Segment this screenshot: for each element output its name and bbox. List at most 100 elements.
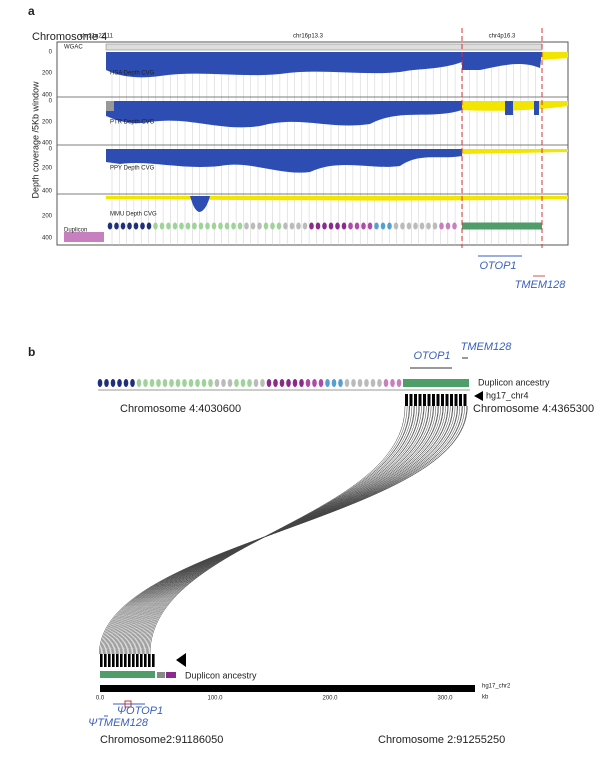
duplicon [289,222,295,230]
duplicon [403,379,469,387]
duplicon [156,379,161,387]
duplicon [198,222,204,230]
duplicon [172,222,178,230]
duplicon [396,379,402,387]
duplicon [286,379,291,387]
duplicon [374,222,379,230]
alignment-curve [99,405,468,655]
coverage [190,196,210,212]
alignment-block [100,654,103,667]
alignment-block [414,394,417,406]
coverage [462,52,542,70]
duplicon [283,222,288,230]
duplicon [276,222,282,230]
duplicon [270,222,275,230]
duplicon [211,222,217,230]
duplicon [146,222,152,230]
y-axis-label: Depth coverage /5Kb window [30,81,40,199]
duplicon [159,222,165,230]
duplicon [377,379,382,387]
duplicon [140,222,145,230]
alignment-block [423,394,426,406]
alignment-block [120,654,123,667]
tick-label: 400 [42,93,53,99]
duplicon [169,379,174,387]
alignment-block [454,394,458,406]
duplicon [127,222,132,230]
alignment-block [459,394,462,406]
duplicon [367,222,373,230]
duplicon [338,379,343,387]
duplicon [413,222,418,230]
gene-label: ΨOTOP1 [117,705,163,717]
duplicon [260,379,265,387]
band-label: chr16p13.3 [293,34,324,40]
duplicon [322,222,327,230]
alignment-block [108,654,111,667]
duplicon [149,379,155,387]
track-label: MMU Depth CVG [110,212,157,218]
duplicon [383,379,389,387]
duplicon [153,222,158,230]
duplicon [117,379,122,387]
tick-label: 0 [49,147,53,153]
alignment-block [450,394,453,406]
alignment-block [104,654,107,667]
duplicon [247,379,252,387]
duplicon [185,222,191,230]
coordinate-label: Chromosome2:91186050 [100,734,223,746]
alignment-block [432,394,435,406]
strand-arrow [474,391,483,401]
alignment-block [116,654,119,667]
duplicon [208,379,213,387]
alignment-block [112,654,115,667]
coverage [534,101,539,115]
tick-label: 200 [42,120,53,126]
panel-label: b [28,345,35,359]
duplicon [221,379,226,387]
duplicon [299,379,304,387]
coverage [106,149,462,173]
coordinate-label: Chromosome 4:4030600 [120,403,241,415]
duplicon [107,222,113,230]
chrom-label: hg17_chr4 [486,390,529,400]
chromosome-title: Chromosome 4 [32,31,107,43]
duplicon [305,379,311,387]
duplicon [205,222,210,230]
duplicon [234,379,239,387]
duplicon [143,379,148,387]
coverage [542,52,568,60]
alignment-block [445,394,449,406]
tick-label: 200 [42,214,53,220]
duplicon [325,379,330,387]
gene-label: ΨTMEM128 [88,717,149,729]
duplicon [218,222,223,230]
duplicon-track [107,222,542,230]
tick-label: 400 [42,141,53,147]
coverage [106,52,462,78]
coverage [106,101,462,128]
wgac-ruler [105,43,543,51]
track-labels: HSA Depth CVG 0 200 400 PTR Depth CVG 0 200 400… [42,50,157,242]
duplicon [354,222,360,230]
gene-label: TMEM128 [461,341,513,353]
track-label: Duplicon ancestry [185,670,257,680]
alignment-block [128,654,131,667]
alignment-block [144,654,147,667]
duplicon [214,379,220,387]
duplicon [104,379,109,387]
duplicon [393,222,399,230]
duplicon [462,222,542,230]
track-label: PPY Depth CVG [110,166,155,172]
duplicon [250,222,256,230]
duplicon [302,222,308,230]
duplicon [390,379,395,387]
duplicon [273,379,278,387]
duplicon [400,222,405,230]
duplicon [195,379,200,387]
scale-tick-label: 300.0 [437,696,453,702]
track-label: WGAC [64,45,83,51]
duplicon [335,222,340,230]
alignment-block [436,394,440,406]
duplicon [257,222,262,230]
